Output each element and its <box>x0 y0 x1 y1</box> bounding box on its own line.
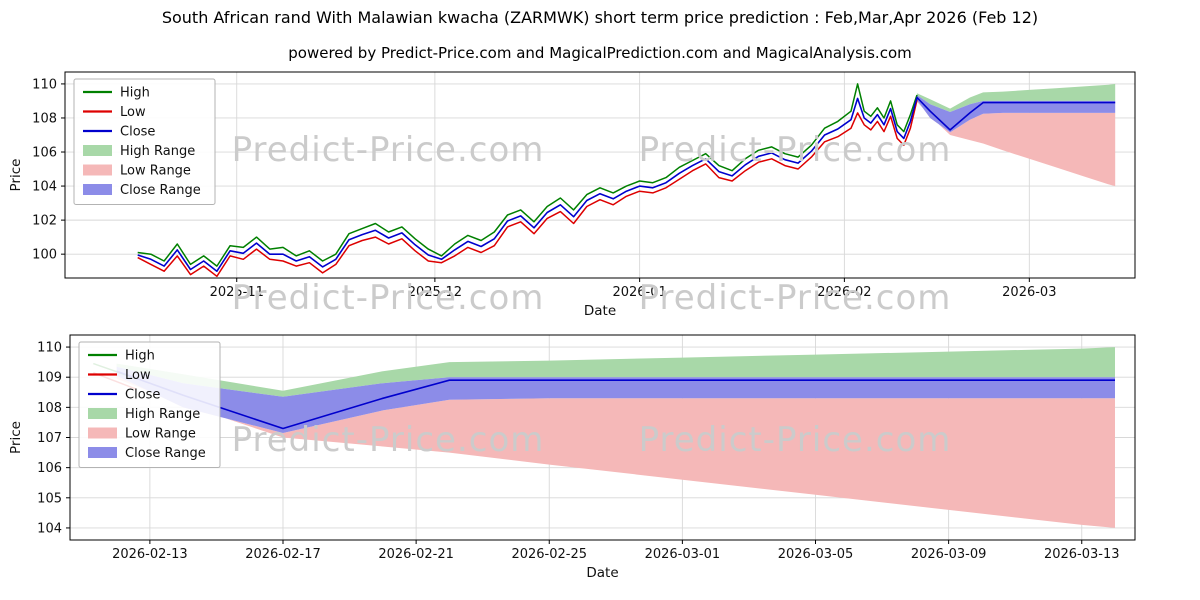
x-tick-label: 2026-03-13 <box>1044 547 1120 562</box>
y-tick-label: 102 <box>32 214 57 229</box>
close-line <box>137 96 1116 273</box>
low-range-band <box>116 375 1116 528</box>
legend-label: Low <box>120 105 146 120</box>
x-tick-label: 2025-11 <box>210 285 264 300</box>
low-range-band <box>917 100 1116 187</box>
close-range-band <box>917 95 1116 133</box>
legend-swatch-band <box>88 408 117 419</box>
y-tick-label: 110 <box>37 341 62 356</box>
y-tick-label: 108 <box>32 111 57 126</box>
plot-border <box>69 334 1136 541</box>
x-tick-label: 2026-02-17 <box>245 547 321 562</box>
high-range-band <box>116 347 1116 397</box>
close-line <box>116 370 1115 430</box>
x-tick-label: 2026-02-13 <box>112 547 188 562</box>
y-axis-label: Price <box>8 421 24 454</box>
legend-label: High Range <box>125 407 200 422</box>
y-tick-label: 104 <box>32 180 57 195</box>
legend-label: Low <box>125 368 151 383</box>
legend-swatch-band <box>83 184 112 195</box>
forecast-detail-chart: 104 105 106 107 108 109 110 2026-02-13 2026-02-1… <box>8 334 1136 581</box>
chart-main-title: South African rand With Malawian kwacha … <box>161 8 1039 27</box>
y-tick-label: 108 <box>37 401 62 416</box>
x-tick-label: 2026-03-05 <box>778 547 854 562</box>
y-tick-label: 107 <box>37 431 62 446</box>
legend-label: Low Range <box>120 164 191 179</box>
y-tick-label: 109 <box>37 371 62 386</box>
legend-label: Close <box>125 388 160 403</box>
y-tick-label: 104 <box>37 521 62 536</box>
legend-label: Close <box>120 125 155 140</box>
plot-border <box>64 71 1136 279</box>
history-with-forecast-chart: 100 102 104 106 108 110 2025-11 2025-12 2026-01 2… <box>8 71 1136 319</box>
x-axis-label: Date <box>586 565 618 581</box>
legend-label: Close Range <box>125 446 206 461</box>
high-range-band <box>917 83 1116 112</box>
y-axis-label: Price <box>8 159 24 192</box>
x-axis-label: Date <box>584 303 616 319</box>
y-tick-label: 106 <box>32 146 57 161</box>
y-tick-label: 110 <box>32 77 57 92</box>
legend-swatch-band <box>88 447 117 458</box>
x-tick-label: 2025-12 <box>408 285 462 300</box>
legend-swatch-band <box>83 164 112 176</box>
x-tick-label: 2026-03-09 <box>911 547 987 562</box>
chart-subtitle: powered by Predict-Price.com and Magical… <box>288 44 912 62</box>
x-tick-label: 2026-02 <box>817 285 871 300</box>
y-tick-label: 106 <box>37 461 62 476</box>
legend-swatch-band <box>88 427 117 439</box>
y-tick-label: 105 <box>37 491 62 506</box>
legend-label: Low Range <box>125 427 196 442</box>
x-tick-label: 2026-02-25 <box>511 547 587 562</box>
low-line <box>137 99 918 278</box>
legend-swatch-band <box>83 145 112 156</box>
legend-label: High <box>120 86 150 101</box>
legend-label: High <box>125 349 155 364</box>
legend-label: Close Range <box>120 183 201 198</box>
legend-label: High Range <box>120 144 195 159</box>
x-tick-label: 2026-03 <box>1002 285 1056 300</box>
x-tick-label: 2026-02-21 <box>378 547 454 562</box>
x-tick-label: 2026-03-01 <box>645 547 721 562</box>
close-range-band <box>116 366 1116 433</box>
high-line <box>137 83 918 267</box>
y-tick-label: 100 <box>32 248 57 263</box>
x-tick-label: 2026-01 <box>612 285 666 300</box>
